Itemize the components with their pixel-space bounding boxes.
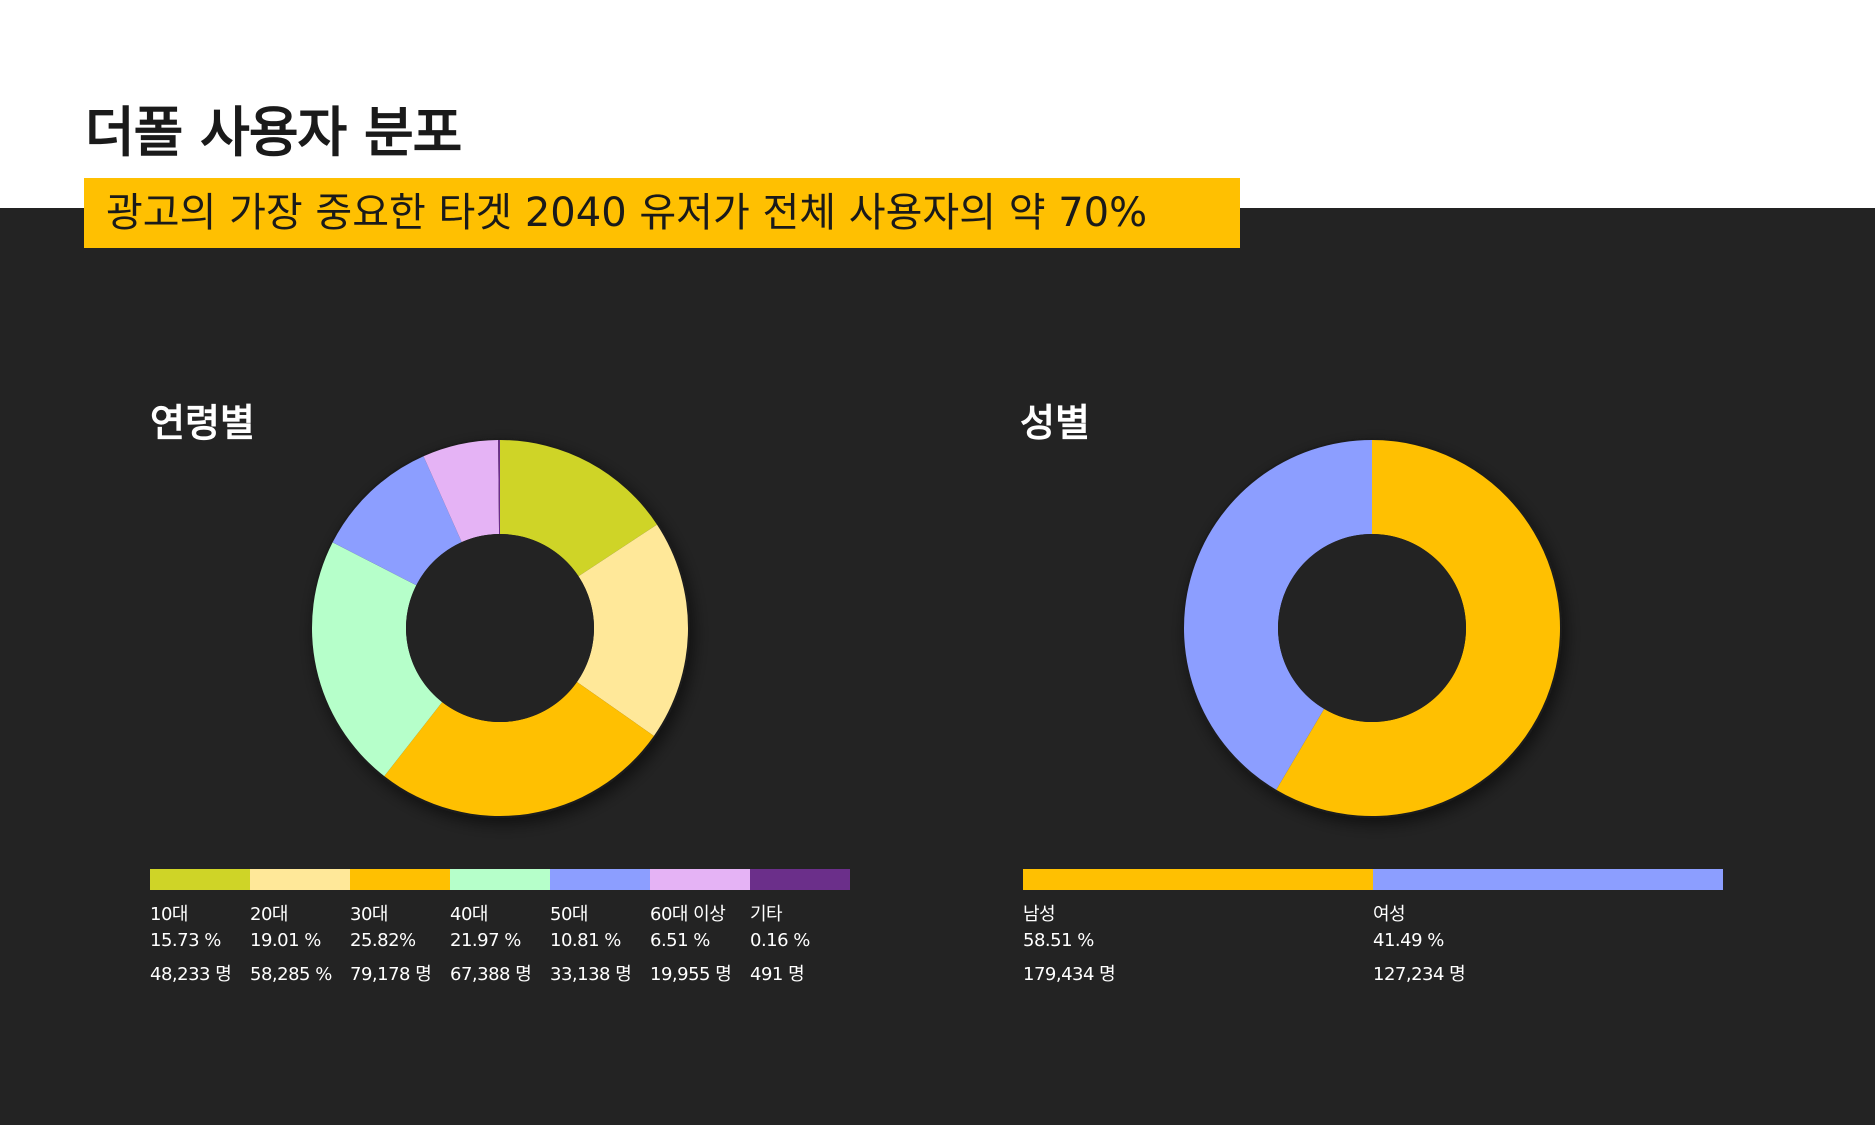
age-legend-item: 60대 이상 6.51 % 19,955 명 [650, 902, 732, 988]
age-legend-swatch-5 [650, 869, 750, 890]
subtitle-banner: 광고의 가장 중요한 타겟 2040 유저가 전체 사용자의 약 70% [84, 178, 1240, 248]
age-donut-slice-3 [312, 542, 443, 777]
age-legend-label: 30대 [350, 904, 388, 925]
age-legend-label: 20대 [250, 904, 288, 925]
gender-legend-swatch-1 [1373, 869, 1723, 890]
gender-legend-count: 127,234 명 [1373, 964, 1466, 985]
age-legend-swatch-4 [550, 869, 650, 890]
gender-legend-label: 남성 [1023, 904, 1056, 925]
age-legend-percent: 25.82% [350, 930, 416, 951]
age-legend-item: 10대 15.73 % 48,233 명 [150, 902, 232, 988]
age-donut-slice-6 [498, 440, 500, 535]
age-donut-slice-5 [423, 440, 500, 543]
age-legend-item: 40대 21.97 % 67,388 명 [450, 902, 532, 988]
age-legend-label: 40대 [450, 904, 488, 925]
age-legend-count: 58,285 % [250, 964, 332, 985]
gender-legend-swatch-0 [1023, 869, 1373, 890]
age-legend-swatch-0 [150, 869, 250, 890]
age-legend-percent: 19.01 % [250, 930, 321, 951]
age-donut-slice-1 [576, 524, 688, 736]
dark-background [0, 208, 1875, 1125]
age-chart-title: 연령별 [150, 401, 255, 445]
age-legend-count: 48,233 명 [150, 964, 232, 985]
gender-donut-chart [1182, 438, 1562, 818]
gender-donut-slice-0 [1276, 440, 1560, 816]
age-legend-percent: 15.73 % [150, 930, 221, 951]
gender-legend-item: 여성 41.49 % 127,234 명 [1373, 902, 1466, 988]
age-legend-percent: 10.81 % [550, 930, 621, 951]
gender-legend-percent: 58.51 % [1023, 930, 1094, 951]
age-legend-swatch-2 [350, 869, 450, 890]
gender-legend-percent: 41.49 % [1373, 930, 1444, 951]
age-donut-slice-2 [384, 681, 654, 816]
age-donut-hole [406, 534, 594, 722]
age-donut-slice-0 [500, 440, 657, 577]
age-legend-percent: 0.16 % [750, 930, 810, 951]
page-title: 더폴 사용자 분포 [85, 101, 462, 164]
age-donut-chart [310, 438, 690, 818]
age-legend-bar [150, 869, 850, 890]
age-legend-percent: 6.51 % [650, 930, 710, 951]
age-legend-count: 79,178 명 [350, 964, 432, 985]
age-legend-count: 491 명 [750, 964, 805, 985]
gender-legend-bar [1023, 869, 1723, 890]
age-legend-percent: 21.97 % [450, 930, 521, 951]
gender-chart-title: 성별 [1020, 401, 1090, 445]
age-legend-count: 19,955 명 [650, 964, 732, 985]
gender-donut-hole [1278, 534, 1466, 722]
age-legend-count: 67,388 명 [450, 964, 532, 985]
age-legend-label: 기타 [750, 904, 783, 925]
age-legend-swatch-3 [450, 869, 550, 890]
gender-legend-label: 여성 [1373, 904, 1406, 925]
age-legend-item: 20대 19.01 % 58,285 % [250, 902, 332, 988]
gender-legend-count: 179,434 명 [1023, 964, 1116, 985]
age-legend-item: 기타 0.16 % 491 명 [750, 902, 810, 988]
age-donut-slice-4 [332, 456, 462, 586]
gender-legend-item: 남성 58.51 % 179,434 명 [1023, 902, 1116, 988]
age-legend-label: 50대 [550, 904, 588, 925]
age-legend-swatch-6 [750, 869, 850, 890]
age-legend-label: 10대 [150, 904, 188, 925]
age-legend-item: 30대 25.82% 79,178 명 [350, 902, 432, 988]
age-legend-count: 33,138 명 [550, 964, 632, 985]
age-legend-label: 60대 이상 [650, 904, 726, 925]
gender-donut-slice-1 [1184, 440, 1372, 790]
age-legend-item: 50대 10.81 % 33,138 명 [550, 902, 632, 988]
age-legend-swatch-1 [250, 869, 350, 890]
